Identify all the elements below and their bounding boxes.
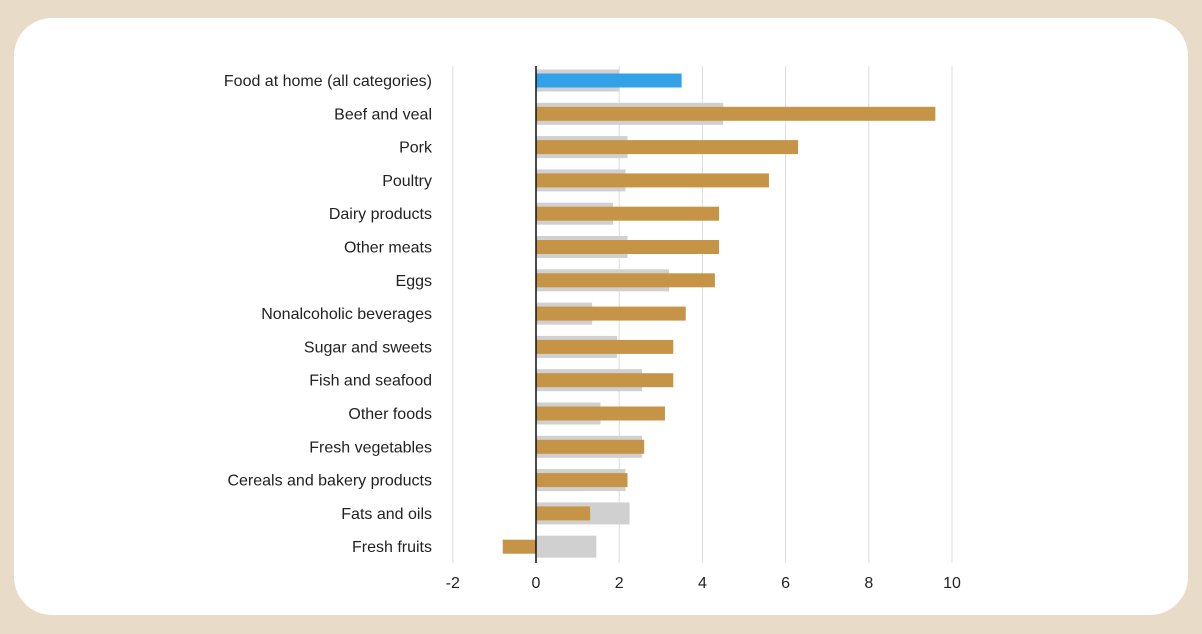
category-label: Poultry [382,173,432,190]
category-bar [536,506,591,521]
category-bar [536,273,715,288]
category-label: Sugar and sweets [304,339,432,356]
category-label: Other meats [344,240,432,257]
foreground-bars [502,73,936,554]
x-tick-label: 8 [864,575,873,592]
category-bar [536,240,720,254]
highlight-bar [536,73,682,88]
x-tick-label: 10 [943,575,961,592]
category-bar [536,339,674,354]
category-label: Food at home (all categories) [224,73,432,90]
category-label: Eggs [396,273,432,290]
category-label: Nonalcoholic beverages [261,306,432,323]
category-label: Fish and seafood [309,373,432,390]
category-bar [536,306,686,321]
category-labels: Food at home (all categories) Beef and ve… [224,73,433,556]
x-tick-label: 0 [532,575,541,592]
x-tick-label: 6 [781,575,790,592]
background-bar [536,535,597,558]
category-label: Fresh vegetables [309,439,432,456]
x-tick-label: 2 [615,575,624,592]
category-label: Fats and oils [341,506,432,523]
category-bar [536,406,665,421]
x-tick-labels: -2 0 2 4 6 8 10 [446,575,961,592]
x-tick-label: -2 [446,575,460,592]
category-label: Fresh fruits [352,539,432,556]
category-bar [502,539,536,554]
category-bar [536,173,769,188]
category-label: Pork [399,140,433,157]
x-tick-label: 4 [698,575,707,592]
category-label: Cereals and bakery products [227,473,432,490]
category-bar [536,140,799,155]
category-label: Beef and veal [334,106,432,123]
category-bar [536,106,936,121]
category-label: Other foods [348,406,432,423]
category-bar [536,373,674,388]
category-bar [536,473,628,488]
category-bar [536,206,720,221]
category-bar [536,439,645,454]
category-label: Dairy products [329,206,432,223]
